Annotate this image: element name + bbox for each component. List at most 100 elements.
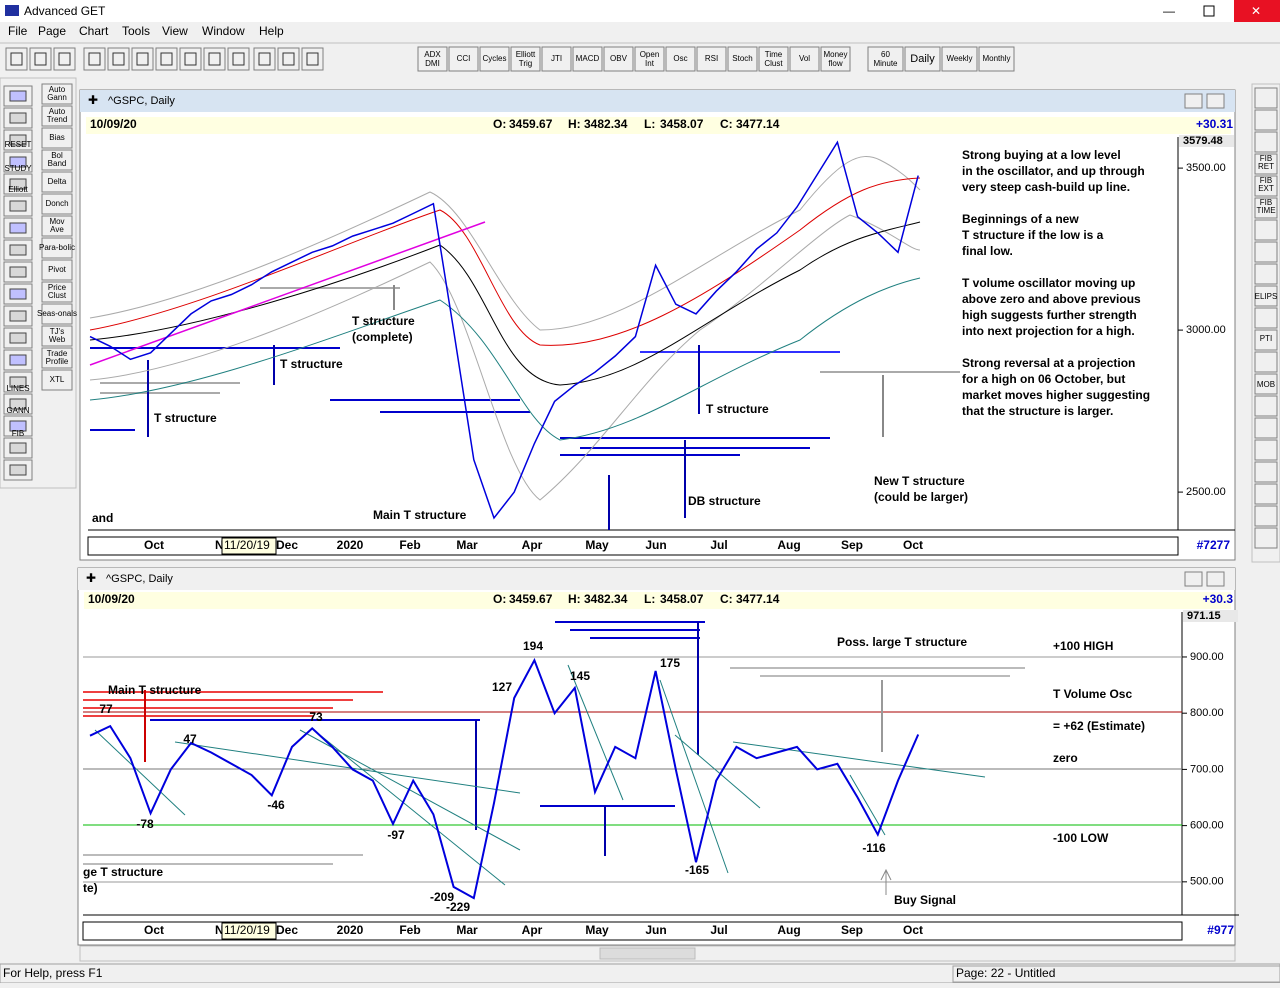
menu-item[interactable]: Help (259, 24, 284, 38)
pane-button[interactable] (1206, 93, 1225, 109)
right-tool-button[interactable] (1254, 241, 1278, 263)
indicator-button[interactable] (665, 46, 696, 72)
scroll-thumb[interactable] (599, 947, 696, 960)
trend-line (174, 741, 521, 794)
right-tool-button[interactable] (1254, 175, 1278, 197)
left-tool-button[interactable] (41, 347, 73, 369)
tool-button[interactable] (155, 47, 178, 71)
tool-button[interactable] (107, 47, 130, 71)
right-tool-button[interactable] (1254, 263, 1278, 285)
maximize-button[interactable] (1203, 5, 1215, 17)
right-tool-button[interactable] (1254, 131, 1278, 153)
minimize-button[interactable]: — (1163, 4, 1175, 18)
menu-item[interactable]: Page (38, 24, 66, 38)
trend-line (94, 729, 186, 816)
period-button[interactable] (978, 46, 1015, 72)
indicator-button[interactable] (572, 46, 603, 72)
pane-title-bar (80, 90, 1235, 112)
tool-button[interactable] (253, 47, 276, 71)
indicator-button[interactable] (789, 46, 820, 72)
right-tool-button[interactable] (1254, 461, 1278, 483)
left-tool-label: Bias (49, 133, 65, 142)
left-tool-button[interactable] (41, 149, 73, 171)
status-bar (0, 963, 1280, 984)
chart-annotation: New T structure (874, 474, 965, 488)
left-tool-button[interactable] (41, 325, 73, 347)
pane-button[interactable] (1206, 571, 1225, 587)
left-tool-button[interactable] (41, 83, 73, 105)
indicator-button[interactable] (820, 46, 851, 72)
period-button[interactable] (904, 46, 941, 72)
left-tool-button[interactable] (41, 193, 73, 215)
left-tool-button[interactable] (41, 303, 73, 325)
indicator-button[interactable] (541, 46, 572, 72)
left-tool-button[interactable] (41, 259, 73, 281)
tool-button[interactable] (131, 47, 154, 71)
right-tool-button[interactable] (1254, 329, 1278, 351)
status-panel (952, 965, 1280, 983)
tool-button[interactable] (53, 47, 76, 71)
pane-button[interactable] (1184, 571, 1203, 587)
menu-item[interactable]: View (162, 24, 188, 38)
menu-item[interactable]: File (8, 24, 28, 38)
pane-button[interactable] (1184, 93, 1203, 109)
tool-icon (208, 52, 221, 66)
indicator-button[interactable] (727, 46, 758, 72)
oscillator-line (89, 657, 920, 900)
info-value: 3459.67 (509, 117, 553, 131)
indicator-button[interactable] (634, 46, 665, 72)
indicator-button[interactable] (448, 46, 479, 72)
right-tool-button[interactable] (1254, 417, 1278, 439)
tool-button[interactable] (5, 47, 28, 71)
tool-button[interactable] (29, 47, 52, 71)
right-tool-button[interactable] (1254, 373, 1278, 395)
right-tool-button[interactable] (1254, 109, 1278, 131)
right-tool-button[interactable] (1254, 351, 1278, 373)
right-tool-button[interactable] (1254, 395, 1278, 417)
period-button[interactable] (941, 46, 978, 72)
tool-button[interactable] (83, 47, 106, 71)
close-button[interactable] (1234, 0, 1280, 22)
indicator-button[interactable] (417, 46, 448, 72)
moving-average-red (89, 177, 921, 346)
indicator-label: Time Clust (764, 50, 783, 68)
tool-button[interactable] (277, 47, 300, 71)
left-tool-button[interactable] (41, 171, 73, 193)
right-tool-button[interactable] (1254, 527, 1278, 549)
tool-button[interactable] (203, 47, 226, 71)
right-tool-button[interactable] (1254, 219, 1278, 241)
menu-item[interactable]: Chart (79, 24, 109, 38)
buy-arrow (880, 868, 892, 895)
right-tool-button[interactable] (1254, 439, 1278, 461)
info-label: H: (568, 117, 581, 131)
period-label: Monthly (982, 54, 1010, 63)
commentary-line: final low. (962, 244, 1013, 258)
right-tool-button[interactable] (1254, 153, 1278, 175)
indicator-button[interactable] (758, 46, 789, 72)
left-tool-button[interactable] (41, 369, 73, 391)
tool-button[interactable] (301, 47, 324, 71)
indicator-button[interactable] (603, 46, 634, 72)
period-button[interactable] (867, 46, 904, 72)
status-page: Page: 22 - Untitled (956, 966, 1055, 980)
right-tool-button[interactable] (1254, 87, 1278, 109)
menu-item[interactable]: Tools (122, 24, 150, 38)
tool-button[interactable] (227, 47, 250, 71)
left-tool-button[interactable] (41, 281, 73, 303)
left-tool-button[interactable] (41, 215, 73, 237)
left-tool-button[interactable] (41, 105, 73, 127)
left-icon-label: STUDY (4, 164, 32, 173)
indicator-button[interactable] (510, 46, 541, 72)
menu-item[interactable]: Window (202, 24, 245, 38)
indicator-button[interactable] (479, 46, 510, 72)
right-tool-button[interactable] (1254, 505, 1278, 527)
right-tool-button[interactable] (1254, 483, 1278, 505)
right-tool-button[interactable] (1254, 307, 1278, 329)
left-tool-button[interactable] (41, 237, 73, 259)
right-tool-button[interactable] (1254, 285, 1278, 307)
right-tool-button[interactable] (1254, 197, 1278, 219)
left-tool-button[interactable] (41, 127, 73, 149)
info-change: +30.3 (1203, 592, 1234, 606)
indicator-button[interactable] (696, 46, 727, 72)
tool-button[interactable] (179, 47, 202, 71)
